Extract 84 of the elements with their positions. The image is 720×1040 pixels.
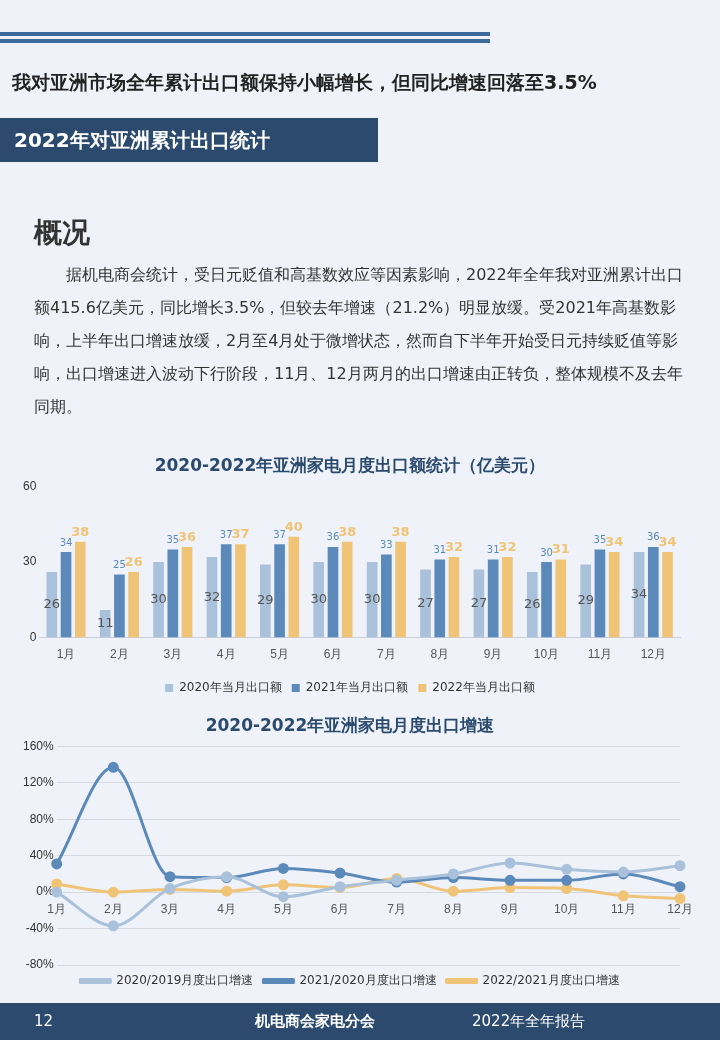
data-label: 30	[310, 591, 328, 607]
data-label: 31	[486, 544, 500, 556]
data-label: 11	[96, 615, 114, 631]
x-tick-label: 10月	[553, 901, 580, 916]
legend-label: 2020年当月出口额	[179, 680, 282, 695]
x-tick-label: 4月	[216, 647, 236, 662]
legend-label: 2022/2021月度出口增速	[482, 973, 620, 988]
text: 2022年对亚洲累计出口统计	[0, 118, 378, 162]
x-tick-label: 1月	[56, 647, 76, 662]
data-label: 37	[219, 528, 233, 540]
data-label: 31	[433, 544, 447, 556]
text: 我对亚洲市场全年累计出口额保持小幅增长，但同比增速回落至3.5%	[12, 70, 598, 95]
x-tick-label: 5月	[274, 901, 293, 916]
text: 12	[34, 1011, 54, 1032]
x-tick-label: 7月	[377, 647, 396, 662]
data-label: 32	[444, 538, 464, 554]
data-label: 36	[646, 531, 660, 543]
data-label: 38	[338, 523, 357, 539]
x-tick-label: 12月	[667, 901, 693, 916]
chart-title: 2020-2022年亚洲家电月度出口增速	[205, 714, 495, 735]
x-tick-label: 12月	[640, 647, 666, 662]
data-label: 30	[150, 591, 167, 607]
x-tick-label: 11月	[587, 647, 613, 662]
data-label: 36	[326, 531, 340, 543]
x-tick-label: 7月	[387, 901, 407, 916]
data-label: 34	[605, 533, 624, 549]
x-tick-label: 2月	[110, 647, 129, 662]
data-label: 29	[577, 592, 594, 608]
legend-label: 2021年当月出口额	[305, 680, 409, 695]
y-tick-label: -80%	[25, 957, 55, 972]
data-label: 26	[124, 553, 143, 569]
x-tick-label: 4月	[217, 901, 237, 916]
x-tick-label: 11月	[611, 901, 636, 916]
x-tick-label: 6月	[330, 901, 350, 916]
y-tick-label: -40%	[25, 920, 55, 935]
data-label: 29	[257, 592, 274, 608]
data-label: 37	[273, 528, 286, 540]
data-label: 32	[203, 588, 221, 604]
data-label: 34	[59, 536, 73, 548]
x-tick-label: 3月	[163, 647, 183, 662]
x-tick-label: 6月	[323, 647, 343, 662]
y-tick-label: 160%	[22, 738, 55, 753]
text: 2022年全年报告	[472, 1011, 586, 1032]
data-label: 31	[551, 541, 570, 557]
legend-label: 2021/2020月度出口增速	[299, 973, 437, 988]
data-label: 27	[470, 594, 488, 610]
data-label: 34	[658, 533, 677, 549]
data-label: 32	[498, 538, 517, 554]
y-tick-label: 60	[22, 478, 37, 493]
x-tick-label: 1月	[47, 901, 67, 916]
data-label: 30	[540, 546, 553, 558]
x-tick-label: 8月	[444, 901, 463, 916]
x-tick-label: 10月	[533, 647, 560, 662]
data-label: 26	[524, 596, 541, 612]
data-label: 38	[71, 523, 90, 539]
y-tick-label: 120%	[22, 775, 55, 790]
y-tick-label: 30	[22, 554, 37, 569]
chart-title: 2020-2022年亚洲家电月度出口额统计（亿美元）	[154, 454, 546, 475]
x-tick-label: 3月	[160, 901, 180, 916]
data-label: 36	[178, 528, 197, 544]
y-tick-label: 0	[29, 629, 37, 644]
x-tick-label: 2月	[104, 901, 123, 916]
data-label: 40	[284, 518, 303, 534]
y-tick-label: 80%	[29, 811, 55, 826]
y-tick-label: 40%	[29, 848, 55, 863]
data-label: 33	[380, 539, 393, 551]
text: 概况	[34, 215, 90, 251]
x-tick-label: 9月	[483, 647, 503, 662]
legend-label: 2022年当月出口额	[432, 680, 535, 695]
text: 据机电商会统计，受日元贬值和高基数效应等因素影响，2022年全年我对亚洲累计出口额415.6亿美元，同比增长3.5%，但较去年增速（21.2%）明显放缓。受2021年高基数影响，上半年出口增速放缓，2月至4月处于微增状态，然而自下半年开始受日元持续贬值等影响，出口增速进入波动下行阶段，11月、12月两月的出口增速由正转负，整体规模不及去年同期。	[34, 264, 684, 418]
x-tick-label: 5月	[270, 647, 289, 662]
data-label: 35	[166, 533, 180, 545]
x-tick-label: 9月	[500, 901, 520, 916]
legend-label: 2020/2019月度出口增速	[116, 973, 254, 988]
data-label: 34	[630, 586, 648, 602]
data-label: 35	[593, 533, 607, 545]
data-label: 38	[391, 523, 410, 539]
x-tick-label: 8月	[430, 647, 450, 662]
data-label: 27	[417, 594, 434, 610]
data-label: 26	[43, 596, 61, 612]
data-label: 25	[113, 559, 126, 571]
text: 机电商会家电分会	[255, 1011, 375, 1032]
data-label: 37	[231, 526, 250, 542]
data-label: 30	[363, 591, 381, 607]
